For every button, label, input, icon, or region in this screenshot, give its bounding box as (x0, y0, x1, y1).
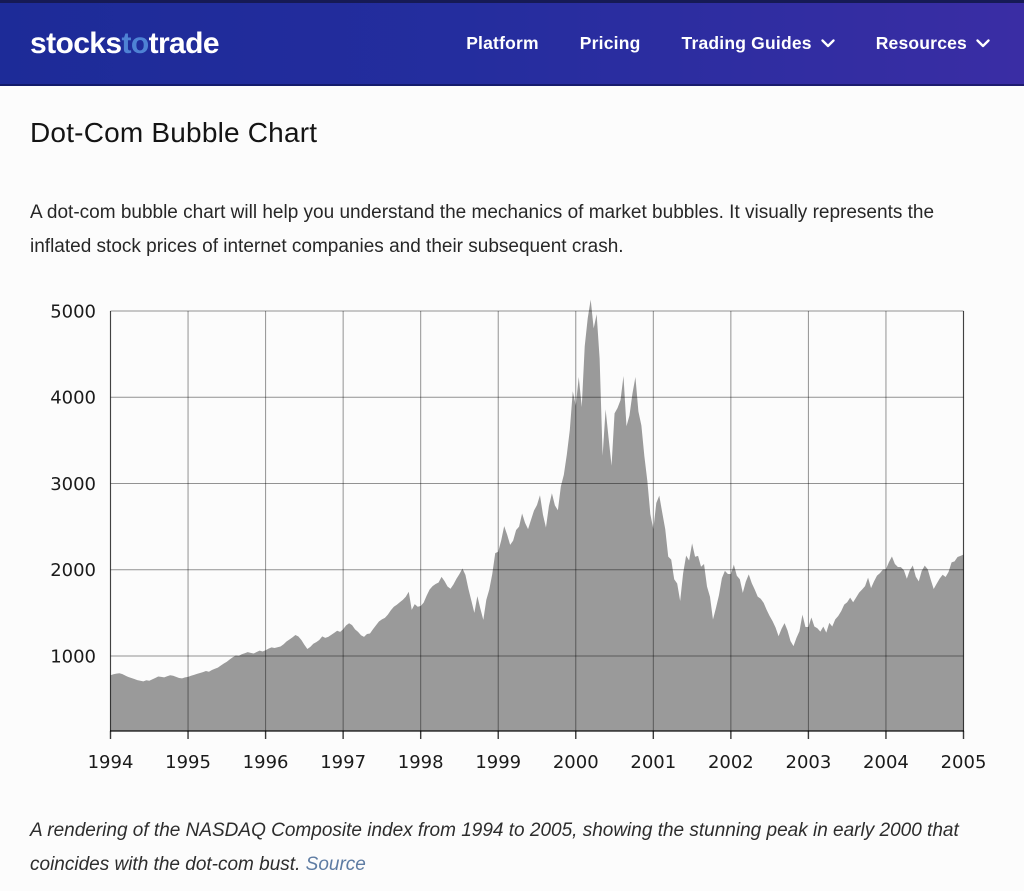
chart-area-series (110, 299, 964, 731)
y-axis-label: 1000 (50, 646, 96, 667)
nav-label: Resources (875, 33, 967, 53)
y-axis-label: 2000 (50, 560, 96, 581)
nav-label: Trading Guides (681, 33, 812, 53)
source-link[interactable]: Source (305, 854, 366, 876)
nav-item-resources[interactable]: Resources (876, 33, 990, 54)
nav-item-platform[interactable]: Platform (466, 33, 539, 54)
chart-caption: A rendering of the NASDAQ Composite inde… (30, 814, 994, 882)
x-axis-label: 2005 (941, 752, 987, 773)
page-title: Dot-Com Bubble Chart (30, 117, 318, 148)
x-axis-label: 2000 (553, 752, 599, 773)
x-axis-label: 2002 (708, 752, 754, 773)
y-axis-label: 5000 (50, 301, 96, 322)
chevron-down-icon (976, 39, 990, 48)
x-axis-label: 1999 (475, 752, 521, 773)
dotcom-bubble-chart: 1000 2000 3000 4000 5000 1994 1995 1996 1997 1998… (0, 288, 1024, 788)
x-axis-label: 2004 (863, 752, 909, 773)
x-axis-label: 1997 (320, 752, 366, 773)
y-axis-label: 4000 (50, 388, 96, 409)
x-axis-label: 1994 (88, 752, 134, 773)
x-axis-label: 2001 (630, 752, 676, 773)
chart-svg: 1000 2000 3000 4000 5000 1994 1995 1996 1997 1998… (50, 299, 987, 773)
x-axis-label: 1996 (243, 752, 289, 773)
site-header: stockstotrade Platform Pricing Trading G… (0, 0, 1024, 86)
logo-text-stocks: stocks (30, 26, 122, 60)
main-nav: Platform Pricing Trading Guides Resource… (466, 33, 990, 54)
chevron-down-icon (821, 39, 835, 48)
x-axis-label: 1998 (398, 752, 444, 773)
nav-item-pricing[interactable]: Pricing (580, 33, 641, 54)
y-axis-label: 3000 (50, 474, 96, 495)
page-content: Dot-Com Bubble Chart A dot-com bubble ch… (0, 116, 1024, 882)
nav-label: Pricing (579, 33, 641, 53)
site-logo[interactable]: stockstotrade (30, 26, 220, 61)
chart-caption-text: A rendering of the NASDAQ Composite inde… (30, 819, 959, 876)
nav-label: Platform (466, 33, 539, 53)
intro-paragraph: A dot-com bubble chart will help you und… (30, 201, 935, 257)
x-axis-label: 1995 (165, 752, 211, 773)
nav-item-trading-guides[interactable]: Trading Guides (682, 33, 835, 54)
logo-text-trade: trade (148, 26, 220, 60)
x-axis-label: 2003 (786, 752, 832, 773)
logo-text-to: to (121, 26, 149, 60)
